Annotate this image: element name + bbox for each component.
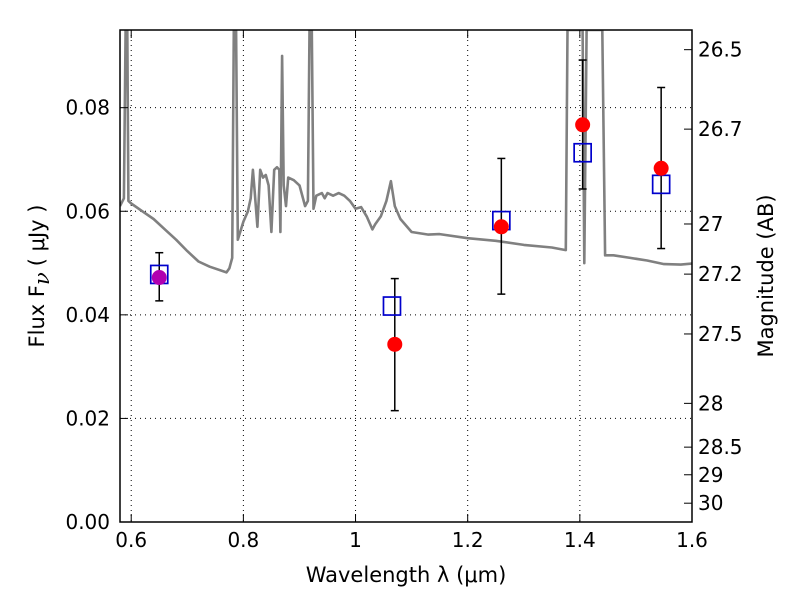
y-axis-label-unit: ( μJy )	[25, 205, 49, 267]
y2-tick-label: 26.7	[698, 117, 743, 141]
y-axis-label-text: Flux F	[25, 285, 49, 347]
y-axis-label: Flux Fν ( μJy )	[25, 205, 54, 348]
plot-background	[120, 30, 692, 522]
y-tick-label: 0.06	[65, 199, 110, 223]
y-axis-label-group: Flux Fν ( μJy )	[25, 205, 54, 348]
observed-point	[653, 160, 669, 176]
y2-axis-label: Magnitude (AB)	[754, 194, 778, 357]
x-tick-label: 1.6	[676, 528, 708, 552]
y2-tick-label: 28.5	[698, 435, 743, 459]
observed-point	[387, 336, 403, 352]
axis-ticks: 0.6 0.8 1 1.2 1.4 1.6 0.00 0.02 0.04 0.06 0.08 26.5…	[65, 30, 743, 552]
y2-tick-label: 27.5	[698, 322, 743, 346]
model-point	[382, 296, 402, 316]
y2-tick-label: 28	[698, 391, 723, 415]
y-axis-label-subscript: ν	[30, 272, 54, 285]
spectrum-line	[120, 30, 692, 274]
y-tick-label: 0.08	[65, 96, 110, 120]
observed-point	[151, 270, 167, 286]
model-point	[573, 142, 592, 163]
x-tick-label: 0.6	[115, 528, 147, 552]
x-axis-label: Wavelength λ (μm)	[306, 563, 507, 587]
y2-tick-label: 26.5	[698, 38, 743, 62]
data-points	[149, 59, 671, 412]
observed-point	[493, 219, 509, 235]
y2-tick-label: 30	[698, 491, 723, 515]
y2-axis-label-group: Magnitude (AB)	[754, 194, 778, 357]
y-tick-label: 0.04	[65, 303, 110, 327]
y2-tick-label: 29	[698, 463, 723, 487]
observed-point	[575, 117, 591, 133]
x-tick-label: 1.2	[452, 528, 484, 552]
x-tick-label: 1	[349, 528, 362, 552]
plot-frame	[119, 29, 693, 523]
x-tick-label: 1.4	[564, 528, 596, 552]
spectrum-series	[120, 30, 692, 274]
y2-tick-label: 27.2	[698, 262, 743, 286]
y-tick-label: 0.00	[65, 510, 110, 534]
y2-tick-label: 27	[698, 212, 723, 236]
y-tick-label: 0.02	[65, 406, 110, 430]
x-tick-label: 0.8	[227, 528, 259, 552]
